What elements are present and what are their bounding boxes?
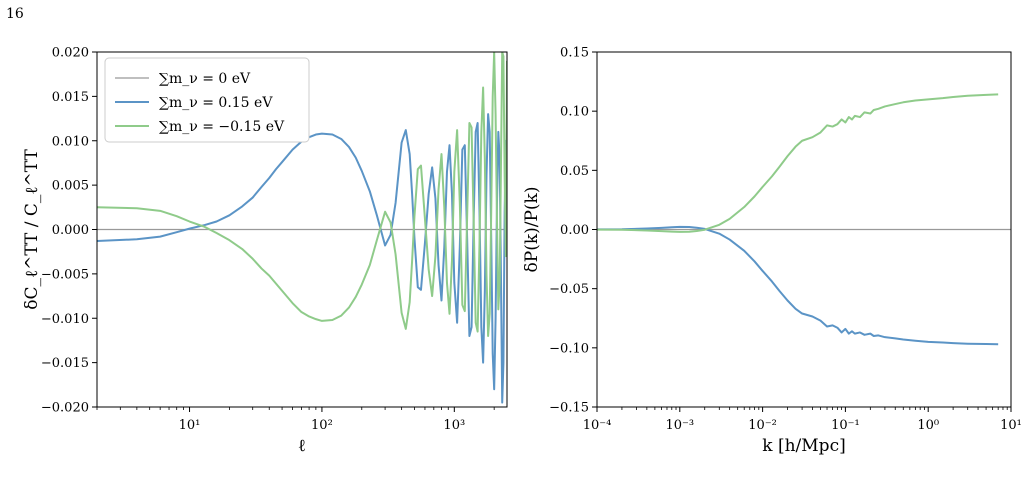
y-tick-label: −0.020: [41, 401, 89, 416]
x-tick-label: 10⁻³: [665, 418, 694, 433]
x-tick-label: 10³: [443, 418, 465, 433]
y-tick-label: 0.000: [52, 223, 89, 238]
y-tick-label: 0.005: [52, 179, 89, 194]
y-axis-label: δP(k)/P(k): [522, 187, 542, 273]
x-tick-label: 10⁻¹: [831, 418, 860, 433]
x-tick-label: 10⁻²: [748, 418, 777, 433]
x-tick-label: 10¹: [179, 418, 201, 433]
series-line-1: [97, 113, 507, 404]
x-tick-label: 10¹: [1000, 418, 1022, 433]
legend-box: [104, 57, 310, 143]
y-axis-label: δC_ℓ^TT / C_ℓ^TT: [22, 149, 42, 310]
x-axis-label: ℓ: [298, 436, 306, 456]
series-line-1: [597, 225, 999, 346]
legend-label-2: ∑m_ν = −0.15 eV: [159, 119, 285, 135]
y-tick-label: −0.05: [549, 282, 589, 297]
legend-label-1: ∑m_ν = 0.15 eV: [159, 95, 273, 111]
y-tick-label: −0.15: [549, 401, 589, 416]
y-tick-label: 0.15: [560, 46, 589, 61]
y-tick-label: 0.020: [52, 46, 89, 61]
chart-panel-1: 0.020 0.015 0.010 0.005 0.000 −0.005 −0.010 −0.…: [22, 46, 508, 456]
series-line-2: [97, 52, 507, 337]
chart-panel-2: 0.15 0.10 0.05 0.00 −0.05 −0.10 −0.15 10⁻⁴ 10⁻³ 1…: [522, 46, 1022, 457]
y-tick-label: −0.005: [41, 267, 89, 282]
y-tick-label: −0.015: [41, 356, 89, 371]
y-tick-label: −0.10: [549, 341, 589, 356]
series-group: [97, 52, 507, 404]
x-tick-label: 10⁻⁴: [583, 418, 612, 433]
legend: ∑m_ν = 0 eV ∑m_ν = 0.15 eV ∑m_ν = −0.15 eV: [104, 57, 310, 143]
y-tick-label: 0.010: [52, 134, 89, 149]
y-tick-label: −0.010: [41, 312, 89, 327]
y-tick-label: 0.015: [52, 90, 89, 105]
x-tick-label: 10²: [311, 418, 333, 433]
series-group: [597, 93, 1011, 346]
y-tick-label: 0.05: [560, 164, 589, 179]
x-tick-label: 10⁰: [917, 418, 939, 433]
legend-label-0: ∑m_ν = 0 eV: [159, 71, 251, 87]
y-tick-label: 0.00: [560, 223, 589, 238]
page-number: 16: [6, 6, 24, 22]
series-line-2: [597, 93, 999, 233]
x-axis-label: k [h/Mpc]: [762, 436, 845, 456]
y-tick-label: 0.10: [560, 105, 589, 120]
